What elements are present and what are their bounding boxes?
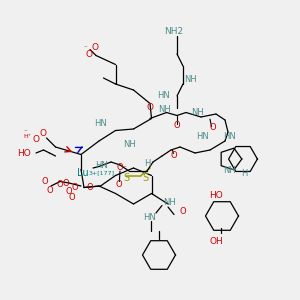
Text: O: O: [146, 103, 154, 112]
Text: NH: NH: [123, 140, 135, 149]
Text: O: O: [42, 177, 48, 186]
Text: H: H: [144, 159, 151, 168]
Text: H⁺: H⁺: [23, 134, 31, 139]
Text: NH: NH: [158, 105, 171, 114]
Text: O: O: [174, 122, 180, 130]
Text: OH: OH: [209, 237, 223, 246]
Text: O: O: [115, 180, 122, 189]
Text: HN: HN: [196, 132, 209, 141]
Text: Lu: Lu: [76, 167, 88, 178]
Text: O: O: [57, 180, 63, 189]
Text: HN: HN: [95, 160, 108, 169]
Text: O: O: [210, 123, 216, 132]
Text: O: O: [91, 44, 98, 52]
Text: HN: HN: [223, 132, 236, 141]
Text: O: O: [46, 186, 53, 195]
Text: O⁻: O⁻: [116, 164, 127, 172]
Text: NH: NH: [163, 198, 176, 207]
Text: O: O: [87, 183, 93, 192]
Text: HN: HN: [157, 92, 170, 100]
Text: HO: HO: [209, 190, 223, 200]
Text: NH: NH: [192, 108, 204, 117]
Text: O: O: [180, 207, 186, 216]
Text: O: O: [85, 50, 92, 58]
Text: O: O: [63, 178, 69, 188]
Text: S: S: [142, 173, 148, 183]
Text: NH: NH: [223, 166, 236, 175]
Text: H: H: [241, 169, 248, 178]
Text: O: O: [171, 152, 177, 160]
Text: HN: HN: [144, 213, 156, 222]
Text: O: O: [40, 129, 47, 138]
Text: S: S: [123, 173, 129, 183]
Text: HO: HO: [17, 148, 31, 158]
Text: NH2: NH2: [164, 27, 183, 36]
Text: O: O: [72, 183, 78, 192]
Text: O: O: [32, 135, 40, 144]
Text: 3+[177]: 3+[177]: [88, 170, 115, 175]
Text: NH: NH: [184, 75, 197, 84]
Text: O: O: [69, 194, 75, 202]
Text: O: O: [66, 188, 72, 196]
Text: ⁻: ⁻: [84, 45, 87, 51]
Text: ⁻: ⁻: [24, 129, 27, 135]
Text: HN: HN: [94, 118, 107, 127]
